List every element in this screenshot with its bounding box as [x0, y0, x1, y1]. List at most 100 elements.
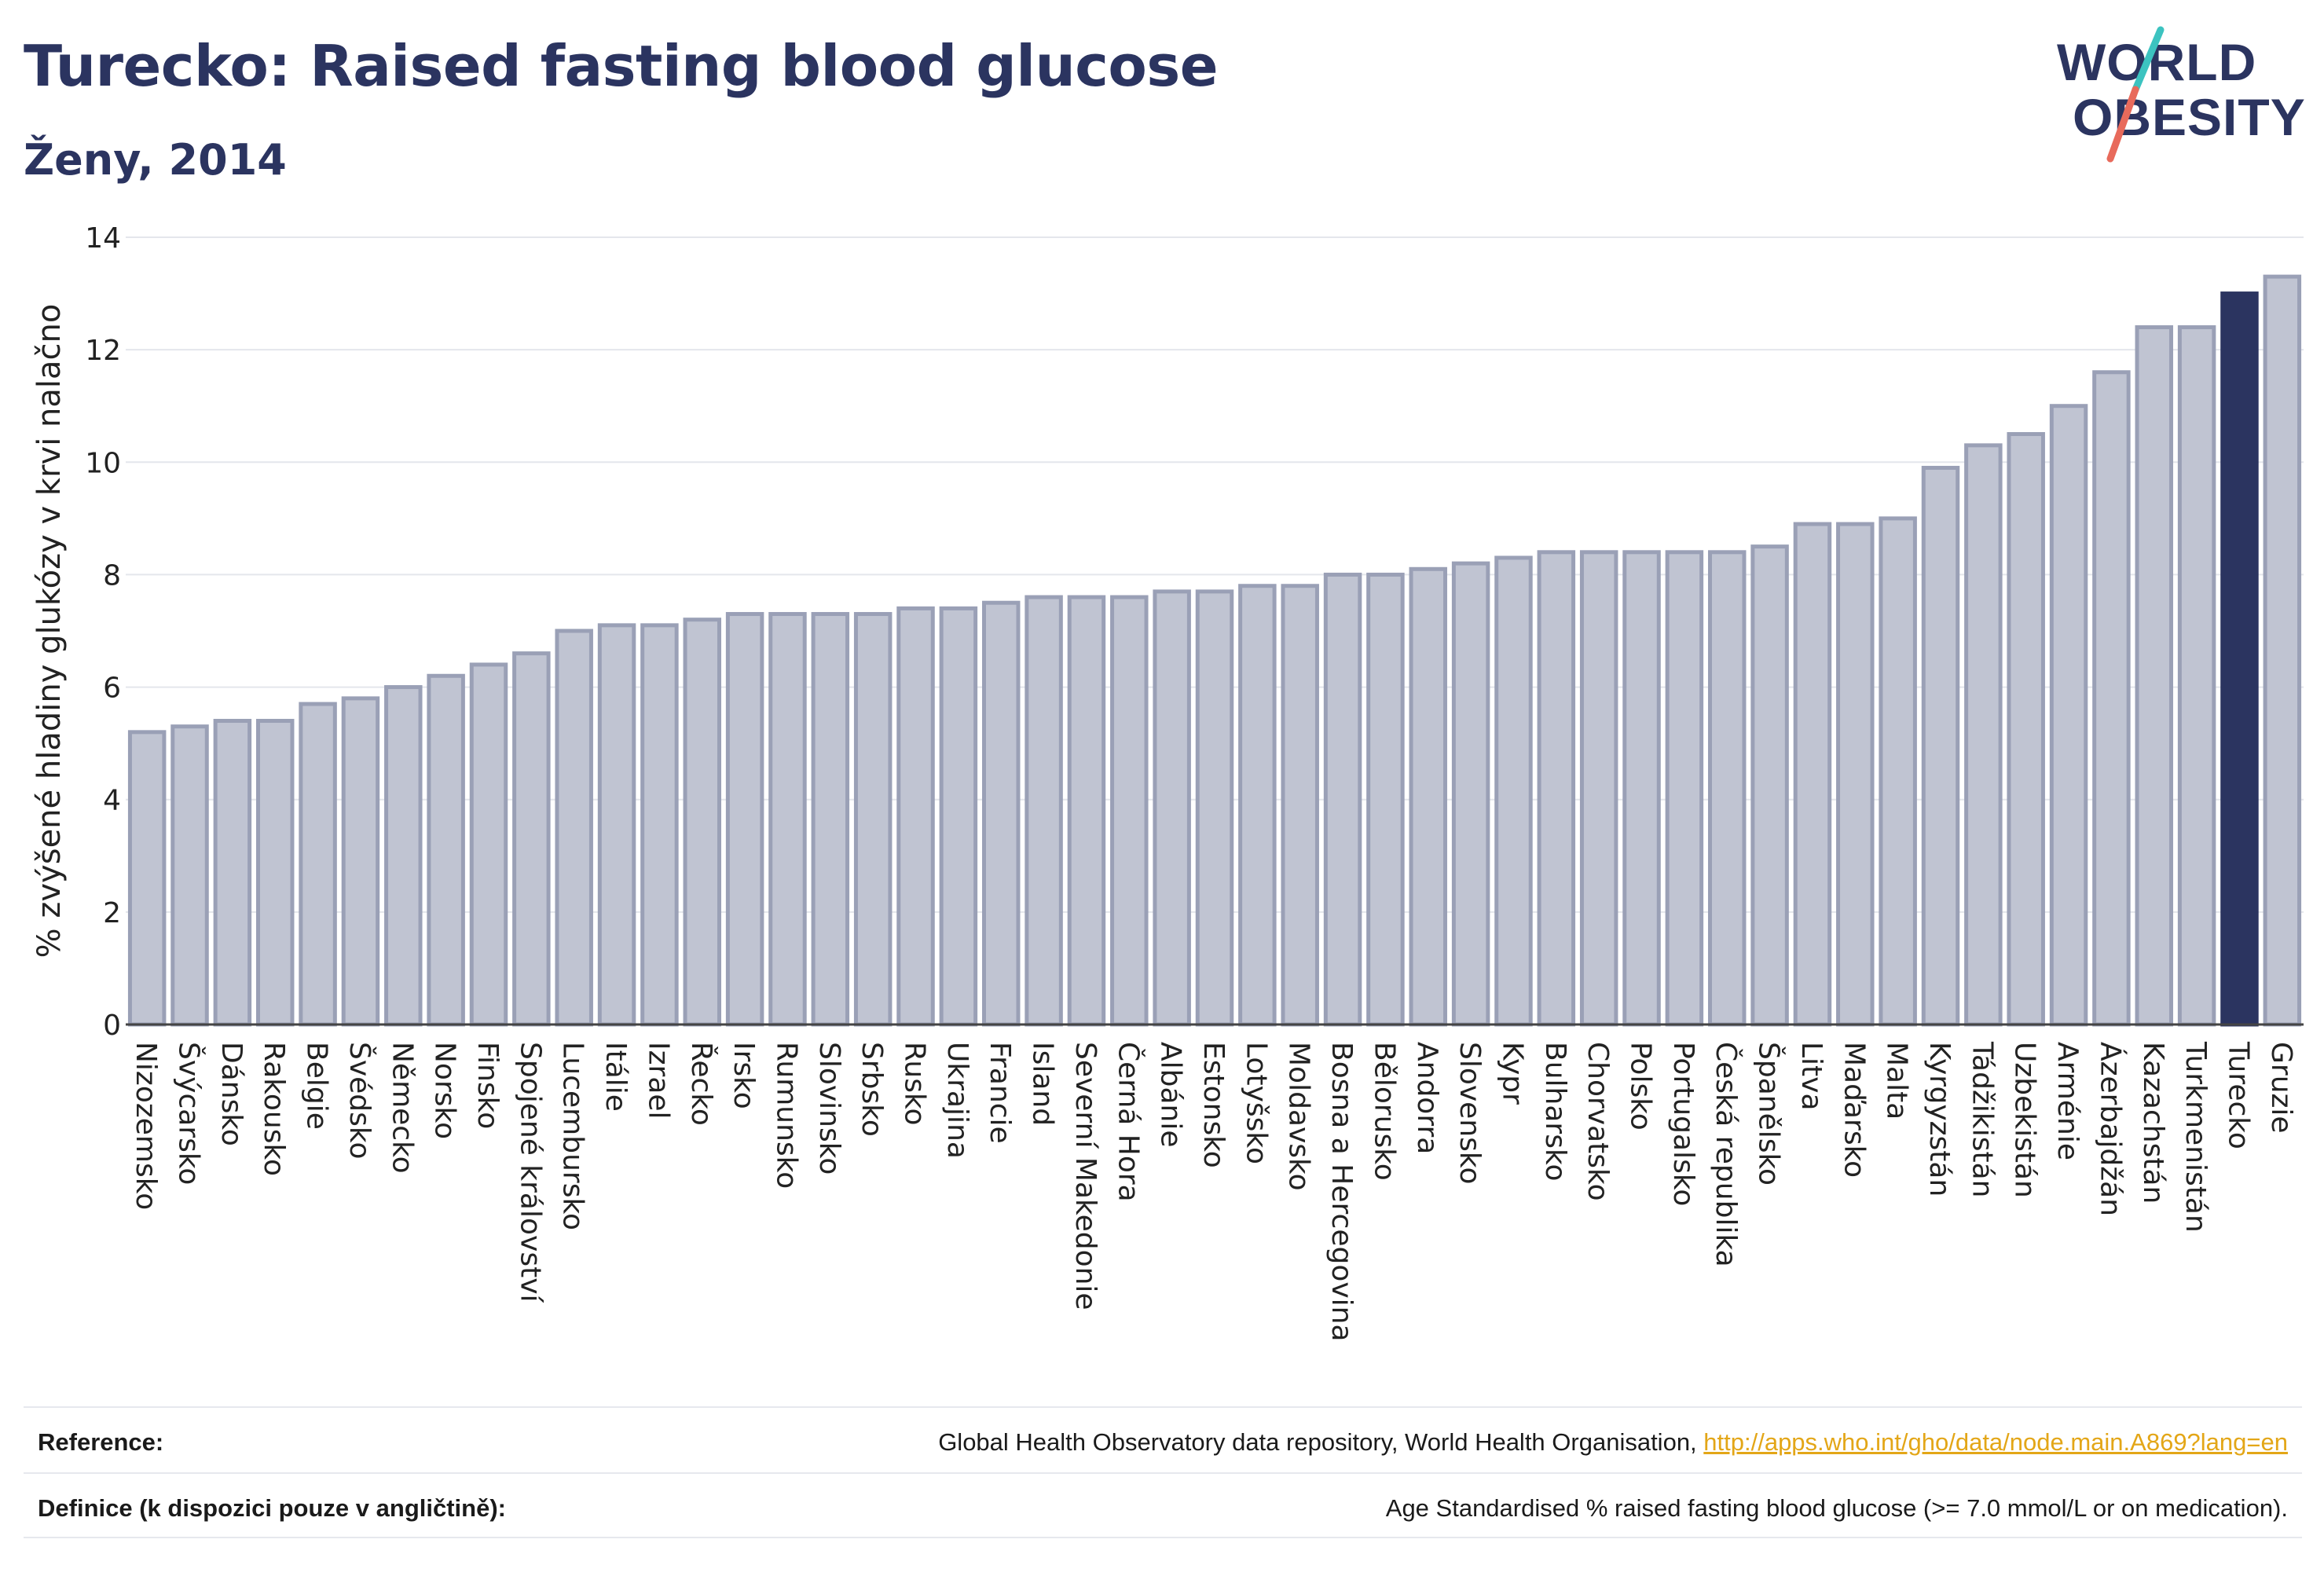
bar [1836, 522, 1875, 1027]
footer-divider-middle [24, 1472, 2302, 1474]
x-tick-label: Slovensko [1453, 1042, 1486, 1185]
bar [1494, 555, 1533, 1027]
bar [1622, 550, 1661, 1027]
x-tick-label: Rakousko [258, 1042, 290, 1176]
bar [1195, 589, 1234, 1027]
definition-label: Definice (k dispozici pouze v angličtině… [38, 1494, 506, 1522]
bar [725, 612, 764, 1027]
x-tick-label: Norsko [429, 1042, 461, 1139]
x-tick-label: Ázerbajdžán [2094, 1042, 2127, 1216]
bar [981, 600, 1021, 1027]
x-tick-label: Portugalsko [1667, 1042, 1699, 1206]
x-tick-label: Nizozemsko [130, 1042, 162, 1210]
bar [1067, 595, 1106, 1027]
x-tick-label: Irsko [728, 1042, 760, 1109]
bar [127, 730, 167, 1027]
x-tick-label: Turecko [2222, 1041, 2254, 1149]
bar [299, 702, 337, 1027]
footer-divider-bottom [24, 1537, 2302, 1538]
x-tick-label: Severní Makedonie [1069, 1042, 1102, 1310]
x-tick-label: Tádžikistán [1966, 1041, 1998, 1197]
bar [811, 612, 850, 1027]
reference-value: Global Health Observatory data repositor… [938, 1428, 2288, 1457]
bar [1281, 584, 1319, 1027]
bar [469, 662, 508, 1027]
bar [1451, 561, 1490, 1027]
reference-text: Global Health Observatory data repositor… [938, 1428, 1704, 1456]
bar [1921, 465, 1960, 1027]
bar [2263, 274, 2302, 1027]
x-tick-label: Ukrajina [941, 1042, 973, 1159]
x-tick-label: Gruzie [2265, 1042, 2297, 1134]
bar [1793, 522, 1832, 1027]
x-tick-label: Izrael [642, 1042, 674, 1120]
bar [640, 623, 679, 1027]
bar [213, 719, 252, 1027]
y-tick-label: 8 [103, 559, 121, 592]
x-tick-label: Bulharsko [1539, 1042, 1571, 1182]
bar [341, 696, 380, 1027]
y-tick-label: 10 [85, 447, 121, 479]
x-tick-label: Dánsko [215, 1042, 247, 1146]
x-tick-label: Španělsko [1753, 1042, 1786, 1186]
x-tick-label: Uzbekistán [2009, 1042, 2041, 1198]
x-tick-label: Česká republika [1710, 1042, 1743, 1267]
bar [1025, 595, 1063, 1027]
x-tick-label: Rumunsko [770, 1042, 802, 1189]
x-tick-label: Turkmenistán [2179, 1041, 2212, 1233]
x-tick-label: Lotyšsko [1240, 1042, 1272, 1164]
x-tick-label: Německo [386, 1042, 418, 1174]
bar [1750, 544, 1789, 1027]
x-tick-label: Litva [1795, 1042, 1827, 1111]
bar [853, 612, 893, 1027]
y-tick-label: 0 [103, 1010, 121, 1042]
x-tick-label: Island [1027, 1042, 1059, 1126]
x-tick-label: Maďarsko [1838, 1042, 1870, 1178]
bar [427, 673, 465, 1027]
bar [255, 719, 295, 1027]
x-tick-label: Estonsko [1197, 1042, 1230, 1168]
bar [2177, 325, 2216, 1027]
bar [1964, 443, 2003, 1027]
x-tick-label: Arménie [2051, 1042, 2084, 1160]
x-tick-label: Slovinsko [813, 1042, 845, 1175]
reference-link[interactable]: http://apps.who.int/gho/data/node.main.A… [1703, 1428, 2288, 1456]
logo-line2: OBESITY [2073, 88, 2306, 146]
bar [1366, 572, 1405, 1027]
world-obesity-logo: WORLD OBESITY [2057, 26, 2306, 163]
chart-title: Turecko: Raised fasting blood glucose [24, 33, 1219, 99]
bar [896, 606, 935, 1027]
x-tick-label: Bosna a Hercegovina [1325, 1042, 1358, 1342]
y-tick-label: 2 [103, 897, 121, 929]
x-tick-label: Albánie [1155, 1042, 1187, 1148]
x-tick-label: Andorra [1411, 1042, 1443, 1154]
x-tick-label: Moldavsko [1283, 1042, 1315, 1191]
x-tick-label: Spojené království [514, 1042, 546, 1303]
y-tick-label: 4 [103, 785, 121, 817]
bar [1323, 572, 1362, 1027]
bar [170, 724, 209, 1027]
x-tick-label: Polsko [1625, 1042, 1657, 1131]
bar [1238, 584, 1277, 1027]
x-tick-label: Švýcarsko [173, 1042, 206, 1185]
x-tick-label: Kypr [1496, 1042, 1528, 1105]
x-tick-label: Francie [984, 1042, 1016, 1144]
x-tick-label: Itálie [599, 1042, 632, 1112]
bar [597, 623, 636, 1027]
bar [683, 618, 722, 1027]
bar [1579, 550, 1618, 1027]
x-tick-label: Kazachstán [2137, 1042, 2169, 1204]
x-tick-label: Černá Hora [1112, 1042, 1145, 1202]
bar [2220, 291, 2259, 1027]
bar [1879, 516, 1917, 1027]
bar [384, 685, 423, 1027]
bar [1110, 595, 1149, 1027]
x-tick-label: Řecko [685, 1042, 718, 1126]
x-tick-label: Chorvatsko [1582, 1042, 1614, 1201]
definition-text: Age Standardised % raised fasting blood … [1385, 1494, 2288, 1522]
x-tick-label: Malta [1881, 1042, 1913, 1120]
footer-definition-row: Definice (k dispozici pouze v angličtině… [24, 1475, 2302, 1540]
bar [2007, 432, 2045, 1027]
bar [939, 606, 978, 1027]
x-tick-label: Kyrgyzstán [1923, 1042, 1956, 1197]
